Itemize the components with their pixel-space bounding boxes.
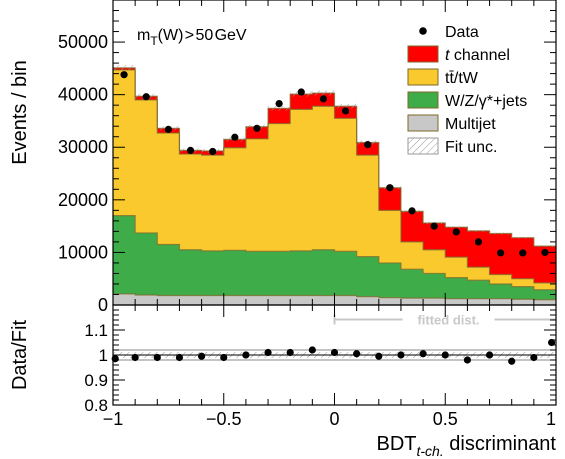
data-point: [430, 222, 438, 230]
ratio-point: [198, 352, 206, 360]
ratio-panel: fitted dist. 0.8 0.9 1 1.1 −1 −0.5 0 0.5 1 Data/Fi…: [9, 304, 557, 459]
ratio-y-tick-label: 0.9: [84, 371, 108, 390]
x-tick-label: 0: [329, 409, 339, 429]
legend-swatch: [407, 45, 439, 63]
y-axis-title: Events / bin: [9, 60, 31, 165]
area-w-z-jets: [113, 215, 556, 300]
ratio-point: [441, 351, 449, 359]
x-tick-label: −1: [103, 409, 124, 429]
y-tick-label: 50000: [58, 32, 108, 52]
data-point: [408, 207, 416, 215]
ratio-y-axis-title: Data/Fit: [9, 320, 31, 390]
ratio-point: [530, 353, 538, 362]
data-point: [253, 124, 261, 132]
outline-1: [113, 215, 556, 291]
ratio-point: [330, 348, 339, 357]
legend-swatch: [407, 114, 439, 132]
legend-swatch-hatch: [407, 137, 439, 155]
data-point: [386, 184, 394, 192]
legend-swatch: [407, 91, 439, 109]
y-tick-label: 30000: [58, 137, 108, 157]
fit-unc-band: [312, 90, 335, 96]
ratio-point: [131, 353, 139, 362]
data-point: [474, 238, 483, 246]
x-tick-label: 0.5: [433, 409, 458, 429]
data-point: [452, 228, 460, 236]
data-point: [497, 249, 505, 257]
outline-0: [113, 293, 556, 301]
ratio-point: [153, 353, 161, 362]
fit-unc-band: [489, 232, 512, 235]
legend-italic-t: t: [445, 47, 450, 64]
x-axis-title-sub: t-ch.: [417, 443, 444, 459]
ratio-point: [264, 348, 272, 357]
area-tt-tw: [113, 69, 556, 290]
y-tick-label: 0: [98, 295, 108, 315]
y-tick-label: 20000: [58, 190, 108, 210]
data-point: [120, 71, 128, 79]
data-point: [231, 133, 239, 141]
y-tick-label: 10000: [58, 242, 108, 262]
fit-unc-band: [533, 245, 556, 247]
legend-label: Multijet: [445, 116, 496, 133]
legend-label: tt̄/tW: [445, 70, 479, 87]
ratio-point: [397, 351, 405, 359]
annotation-main: m: [137, 27, 150, 44]
annotation-sub: T: [150, 34, 158, 48]
x-axis-title: BDTt-ch. discriminant: [377, 433, 557, 459]
data-point: [164, 125, 172, 133]
legend-label: Data: [445, 24, 479, 41]
data-point: [142, 93, 150, 101]
ratio-point: [175, 353, 184, 362]
ratio-point: [485, 351, 494, 359]
fit-unc-band: [113, 64, 136, 71]
fit-unc-band: [467, 229, 490, 232]
ratio-point: [353, 350, 361, 358]
ratio-point: [547, 338, 556, 347]
fit-unc-band: [268, 105, 291, 111]
ratio-point: [242, 351, 250, 359]
x-axis-title-main: BDT: [377, 433, 417, 455]
legend: Data t channel tt̄/tW W/Z/γ*+jets Multijet Fi…: [407, 24, 527, 156]
data-point: [364, 141, 372, 149]
fit-unc-band: [445, 226, 468, 229]
legend-swatch: [407, 68, 439, 86]
legend-marker-data: [419, 27, 427, 35]
ratio-point: [463, 356, 471, 364]
ratio-point: [419, 350, 427, 358]
data-point: [341, 107, 350, 115]
x-tick-label: 1: [546, 409, 556, 429]
outline-2: [113, 69, 556, 284]
x-axis-title-rest: discriminant: [444, 433, 557, 455]
ratio-y-tick-label: 1: [99, 346, 108, 365]
data-point: [297, 88, 305, 96]
data-point: [319, 95, 328, 103]
ratio-y-tick-label: 0.8: [84, 396, 108, 415]
legend-label: t channel: [445, 47, 510, 64]
ratio-point: [286, 348, 294, 357]
ratio-point: [508, 357, 516, 365]
legend-label: Fit unc.: [445, 139, 497, 156]
data-point: [209, 147, 217, 156]
fitted-dist-label: fitted dist.: [417, 313, 479, 328]
y-tick-label: 40000: [58, 85, 108, 105]
fit-unc-band: [511, 236, 534, 239]
fit-unc-band: [334, 103, 357, 109]
x-tick-label: −0.5: [206, 409, 242, 429]
annotation-rest: (W) > 50 GeV: [158, 27, 247, 44]
ratio-point: [308, 346, 316, 354]
data-point: [519, 249, 527, 257]
legend-label: W/Z/γ*+jets: [445, 93, 527, 110]
selection-annotation: mT(W) > 50 GeV: [137, 27, 247, 48]
ratio-point: [220, 353, 228, 362]
main-panel: 0 10000 20000 30000 40000 50000 Events / bin mT…: [9, 0, 557, 315]
data-point: [186, 146, 195, 154]
legend-label-rest: channel: [449, 47, 510, 64]
ratio-point: [375, 352, 383, 360]
ratio-y-tick-label: 1.1: [84, 321, 108, 340]
data-point: [275, 99, 283, 108]
area-t-channel: [113, 67, 556, 283]
